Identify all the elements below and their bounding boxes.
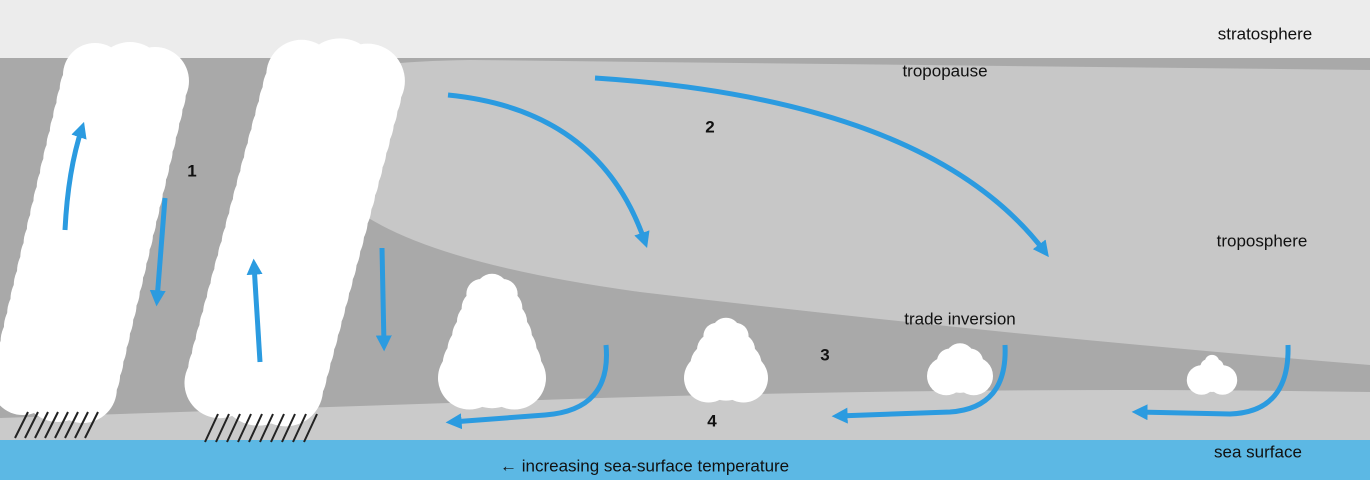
upper-troposphere [310,60,1370,365]
cloud-puff [218,346,298,426]
arrow [149,197,168,307]
troposphere-label: troposphere [1217,231,1308,250]
region-number: 1 [187,161,196,180]
caption: ← increasing sea-surface temperature [500,456,789,475]
arrow [445,344,609,430]
cloud-puff [711,317,741,347]
cloud-puff [475,273,509,307]
arrow [246,258,263,363]
cloud-puff [1204,354,1220,370]
stratosphere-label: stratosphere [1218,24,1313,43]
circulation-arrows [62,75,1291,430]
arrow [594,75,1049,258]
cloud-puff [21,350,94,422]
trade-inversion-label: trade inversion [904,309,1016,328]
region-number: 4 [707,411,717,430]
arrow [831,344,1008,424]
rain [14,411,318,443]
arrow [1131,344,1291,421]
arrow [375,247,392,352]
cloud-puff [945,343,975,373]
clouds [0,38,1238,427]
region-number: 2 [705,117,714,136]
sea [0,440,1370,480]
boundary-layer [0,390,1370,440]
region-number: 3 [820,345,829,364]
sea-surface-label: sea surface [1214,442,1302,461]
tropopause-label: tropopause [902,61,987,80]
arrow [62,121,87,231]
arrow [447,92,650,249]
